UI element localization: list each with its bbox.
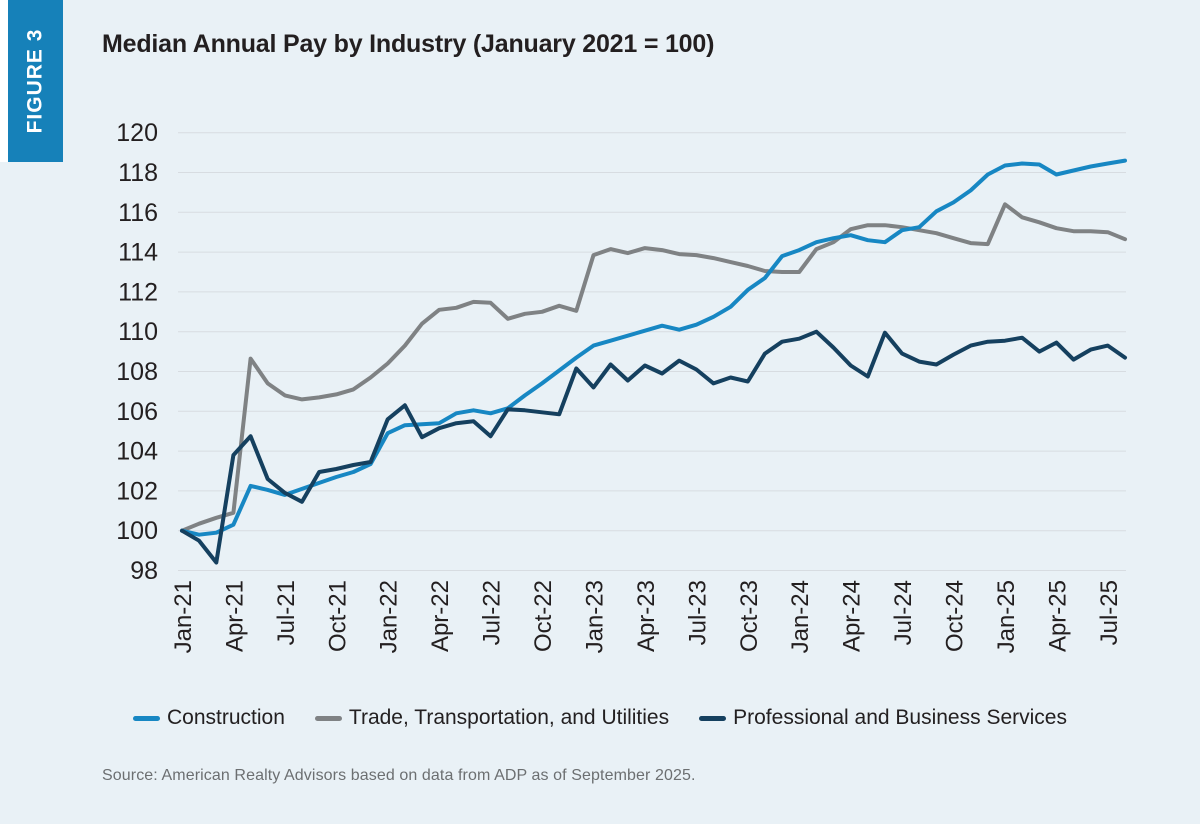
legend-item: Construction — [133, 706, 285, 730]
x-tick-label: Apr-21 — [221, 580, 248, 652]
legend-item: Professional and Business Services — [699, 706, 1067, 730]
x-tick-label: Apr-23 — [633, 580, 660, 652]
x-tick-label: Jul-21 — [273, 580, 300, 645]
x-tick-label: Apr-22 — [427, 580, 454, 652]
x-tick-label: Apr-24 — [839, 580, 866, 652]
legend-swatch — [314, 715, 342, 721]
banner-left-notch — [0, 0, 8, 162]
x-tick-label: Oct-22 — [530, 580, 557, 652]
legend-label: Trade, Transportation, and Utilities — [348, 706, 670, 729]
legend-swatch — [133, 715, 161, 721]
legend-swatch — [699, 715, 727, 721]
x-tick-label: Jul-22 — [479, 580, 506, 645]
y-tick-label: 110 — [118, 318, 158, 346]
legend-label: Construction — [167, 706, 285, 729]
y-tick-label: 100 — [116, 517, 158, 545]
x-tick-label: Jul-25 — [1096, 580, 1123, 645]
legend-label: Professional and Business Services — [733, 706, 1067, 729]
legend-item: Trade, Transportation, and Utilities — [314, 706, 670, 730]
y-tick-label: 112 — [118, 278, 158, 306]
x-tick-label: Oct-23 — [736, 580, 763, 652]
y-tick-label: 98 — [130, 557, 158, 585]
series-line-construction — [180, 158, 1127, 537]
y-tick-label: 104 — [116, 438, 158, 466]
chart-legend: Construction Trade, Transportation, and U… — [0, 700, 1200, 736]
x-axis-labels: Jan-21 Apr-21 Jul-21 Oct-21 Jan-22 Apr-22 Jul-… — [170, 580, 1123, 653]
series-line-professional-and-business-services — [180, 329, 1127, 565]
x-tick-label: Jan-21 — [170, 580, 197, 653]
chart-title: Median Annual Pay by Industry (January 2… — [102, 30, 715, 58]
x-tick-label: Apr-25 — [1044, 580, 1071, 652]
gridlines — [178, 132, 1126, 571]
y-axis-labels: 98 100 102 104 106 108 110 112 114 116 118 120 — [116, 119, 158, 585]
x-tick-label: Oct-21 — [324, 580, 351, 652]
y-tick-label: 116 — [118, 199, 158, 227]
x-tick-label: Jan-22 — [376, 580, 403, 653]
x-tick-label: Jan-25 — [993, 580, 1020, 653]
line-chart: 98 100 102 104 106 108 110 112 114 116 118 120 Jan-2… — [116, 119, 1127, 653]
y-tick-label: 108 — [116, 358, 158, 386]
y-tick-label: 120 — [116, 119, 158, 147]
source-note: Source: American Realty Advisors based o… — [102, 767, 696, 784]
y-tick-label: 106 — [116, 398, 158, 426]
y-tick-label: 118 — [118, 159, 158, 187]
series-line-trade-transportation-and-utilities — [180, 202, 1127, 533]
x-tick-label: Jan-24 — [787, 580, 814, 653]
y-tick-label: 102 — [116, 477, 158, 505]
y-tick-label: 114 — [118, 239, 158, 267]
x-tick-label: Oct-24 — [942, 580, 969, 652]
x-tick-label: Jul-24 — [890, 580, 917, 645]
x-tick-label: Jul-23 — [684, 580, 711, 645]
figure-banner: FIGURE 3 — [8, 0, 63, 162]
x-tick-label: Jan-23 — [581, 580, 608, 653]
